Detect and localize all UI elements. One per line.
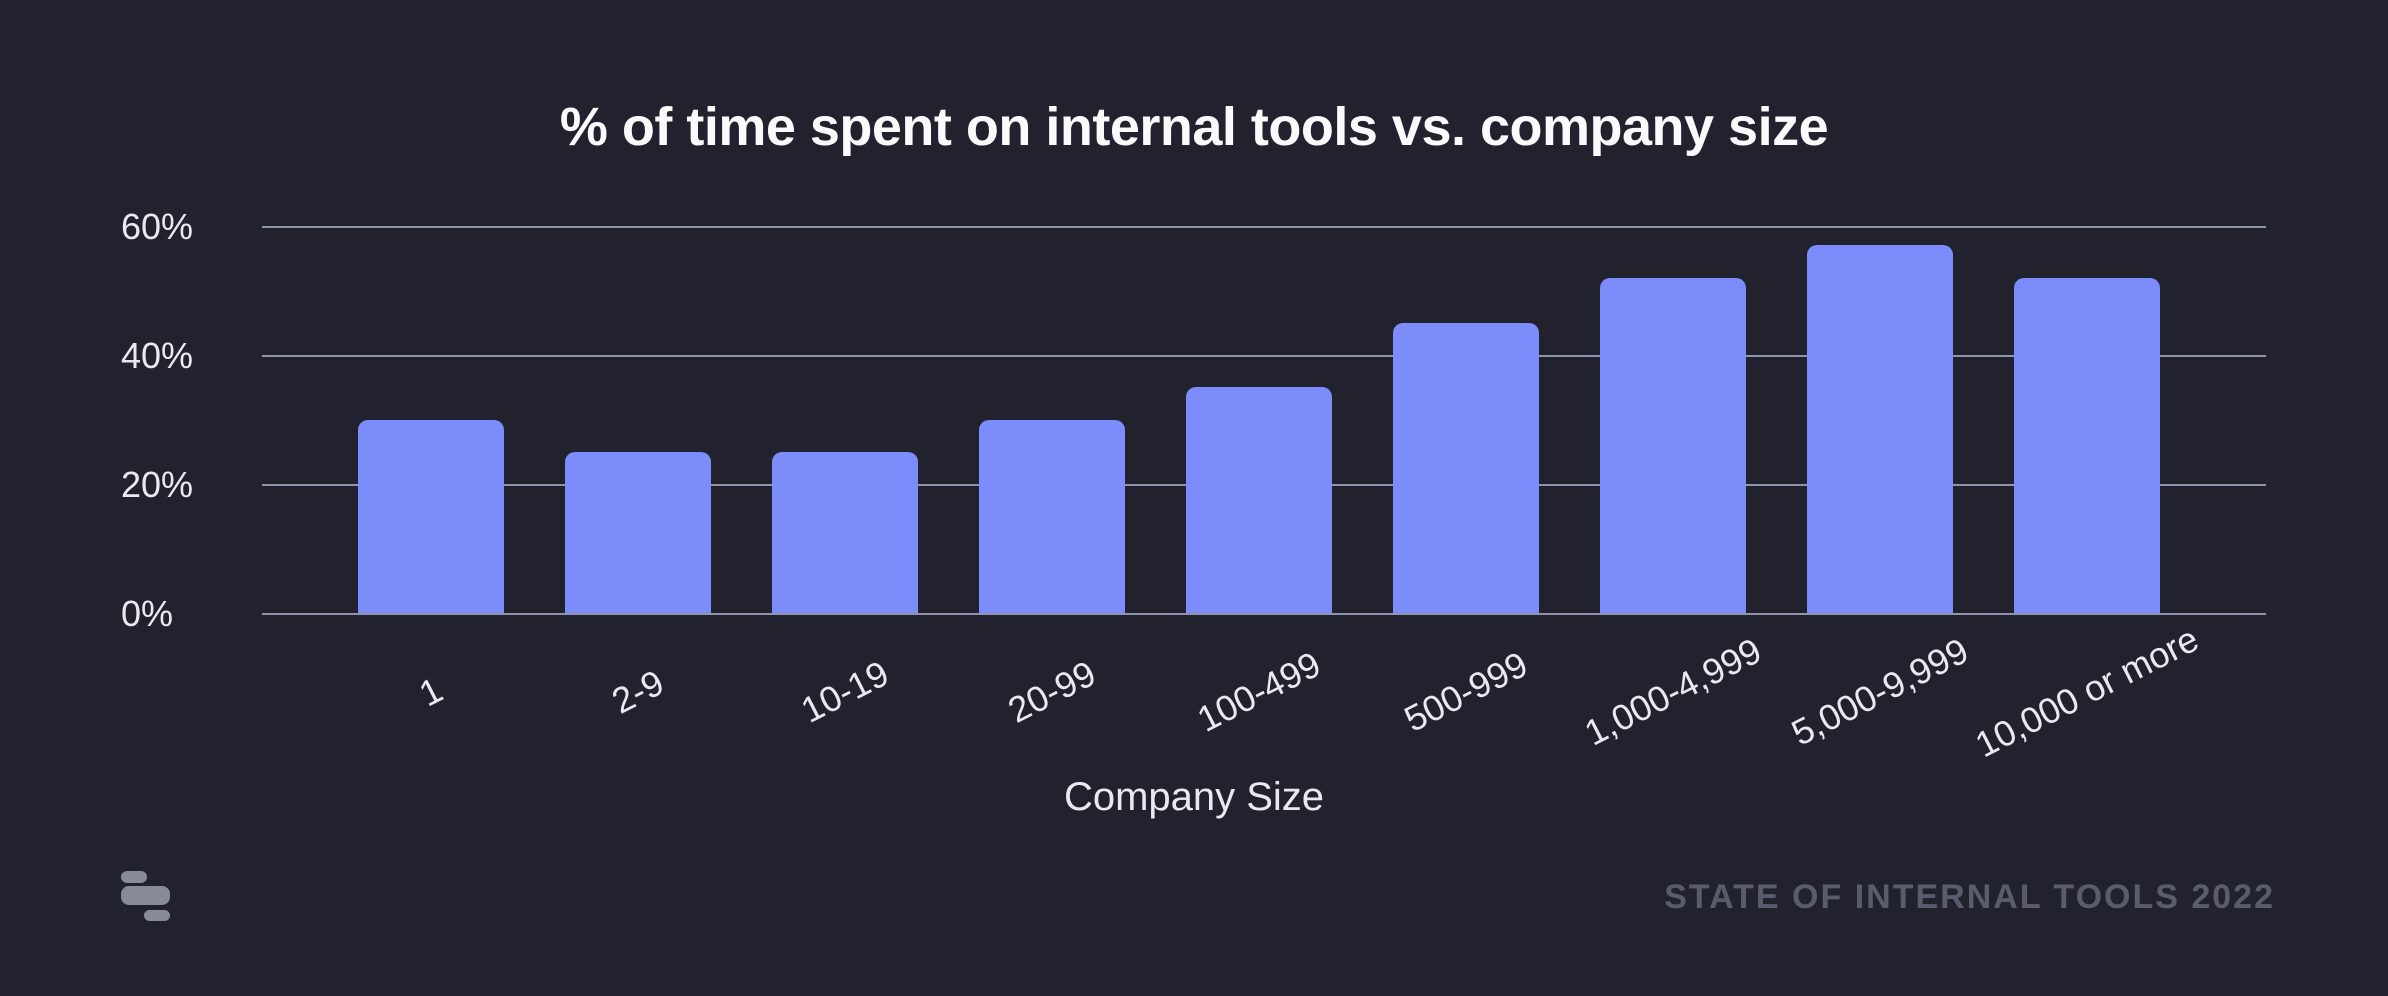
- x-axis-tick-label: 100-499: [1190, 643, 1327, 740]
- bar-100-499: [1186, 387, 1332, 613]
- x-axis-tick-label: 1: [412, 668, 450, 715]
- bar-5,000-9,999: [1807, 245, 1953, 613]
- x-axis-baseline: [262, 613, 2266, 615]
- x-axis-tick-label: 10,000 or more: [1968, 617, 2205, 766]
- logo-block-top: [121, 871, 147, 883]
- bar-1: [358, 419, 504, 613]
- source-attribution-label: STATE OF INTERNAL TOOLS 2022: [1664, 878, 2275, 916]
- x-axis-tick-label: 1,000-4,999: [1577, 629, 1768, 754]
- x-axis-tick-label: 2-9: [605, 661, 671, 722]
- bar-10,000 or more: [2014, 277, 2160, 613]
- logo-block-middle: [121, 886, 170, 905]
- bar-500-999: [1393, 322, 1539, 613]
- logo-block-bottom: [144, 910, 170, 921]
- bar-20-99: [979, 419, 1125, 613]
- x-axis-tick-label: 20-99: [1001, 652, 1103, 731]
- x-axis-title: Company Size: [1063, 775, 1325, 819]
- plot-area: [262, 226, 2266, 615]
- y-axis-tick-label: 0%: [121, 593, 174, 634]
- gridline-40: [262, 355, 2266, 357]
- y-axis-tick-label: 60%: [121, 206, 194, 247]
- bar-10-19: [772, 451, 918, 613]
- x-axis-tick-label: 10-19: [794, 652, 896, 731]
- y-axis-tick-label: 40%: [121, 335, 194, 376]
- chart-title: % of time spent on internal tools vs. co…: [559, 97, 1829, 157]
- gridline-60: [262, 226, 2266, 228]
- y-axis-tick-label: 20%: [121, 464, 194, 505]
- bar-1,000-4,999: [1600, 277, 1746, 613]
- x-axis-tick-label: 5,000-9,999: [1784, 629, 1975, 754]
- x-axis-tick-label: 500-999: [1397, 643, 1534, 740]
- retool-logo-icon: [121, 871, 171, 921]
- bar-2-9: [565, 451, 711, 613]
